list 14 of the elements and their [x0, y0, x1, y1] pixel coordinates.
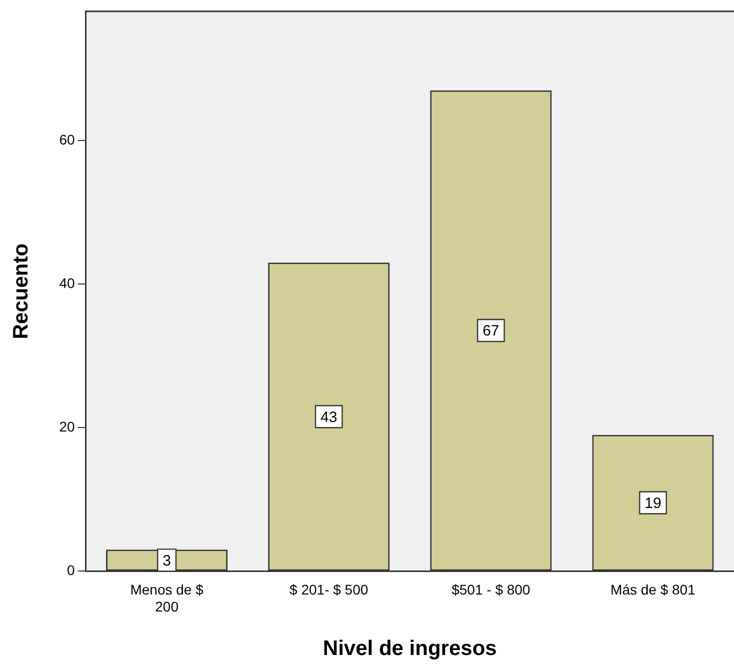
x-tick-label: $ 201- $ 500 — [290, 581, 368, 598]
x-axis-title: Nivel de ingresos — [322, 637, 497, 660]
x-tick-label: $501 - $ 800 — [452, 581, 530, 598]
data-label: 43 — [320, 408, 338, 426]
y-tick-label: 40 — [59, 274, 75, 291]
y-tick-label: 0 — [66, 562, 75, 578]
data-label: 67 — [482, 322, 500, 340]
y-tick-label: 60 — [59, 131, 75, 148]
y-axis-title: Recuento — [9, 243, 32, 340]
x-tick-label: Menos de $ 200 — [130, 581, 204, 614]
data-label: 3 — [162, 552, 171, 570]
x-tick-label: Más de $ 801 — [610, 581, 696, 598]
data-label: 19 — [644, 494, 662, 512]
y-tick-label: 20 — [59, 418, 75, 435]
